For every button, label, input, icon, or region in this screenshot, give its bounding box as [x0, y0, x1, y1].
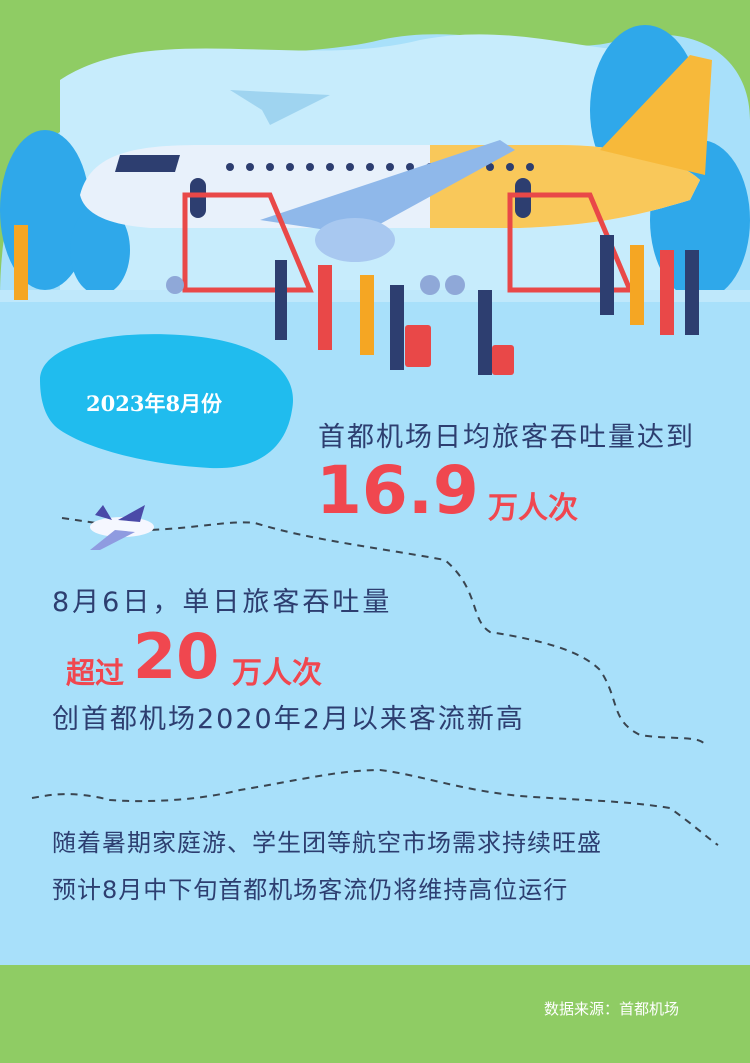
stat2-prefix: 超过 [66, 656, 125, 690]
airplane-illustration [80, 55, 712, 295]
outlook-line-2: 预计8月中下旬首都机场客流仍将维持高位运行 [52, 876, 569, 904]
stat2-value: 20 [133, 620, 220, 693]
outlook-line-1: 随着暑期家庭游、学生团等航空市场需求持续旺盛 [52, 829, 602, 857]
date-badge: 2023年8月份 [86, 391, 223, 416]
stat2-unit: 万人次 [232, 656, 322, 691]
background-illustration [0, 25, 750, 965]
stat1-text: 首都机场日均旅客吞吐量达到 [318, 422, 695, 453]
passengers-illustration [14, 225, 699, 375]
stat1-value: 16.9 [316, 452, 479, 529]
small-airplane-icon [90, 505, 154, 550]
stat2-note: 创首都机场2020年2月以来客流新高 [52, 704, 525, 735]
stat2-text: 8月6日，单日旅客吞吐量 [52, 587, 393, 618]
stat1-unit: 万人次 [488, 491, 578, 526]
date-badge-blob [40, 334, 294, 469]
data-source: 数据来源：首都机场 [544, 1000, 680, 1018]
